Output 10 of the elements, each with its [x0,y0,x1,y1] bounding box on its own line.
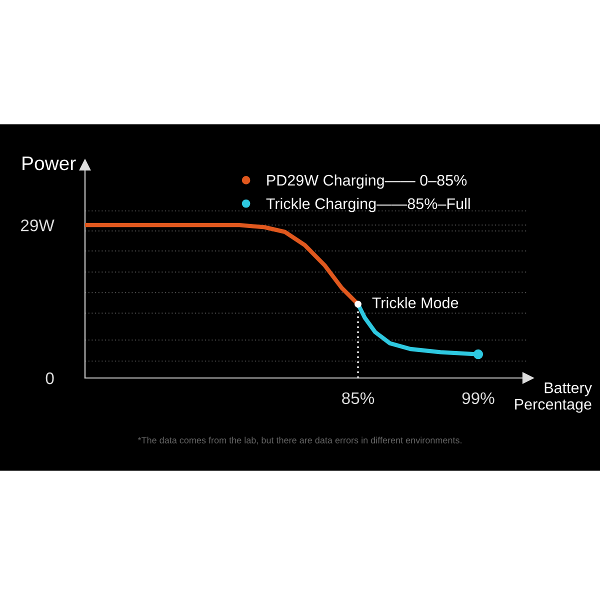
text: *The data comes from the lab, but there are data errors in different environments. [138,436,462,444]
y-axis-title: Power [22,156,76,170]
y-tick-label: 0 [46,372,54,384]
y-tick-label: 29W [21,220,54,232]
legend-label: PD29W Charging—— 0–85% [267,174,467,189]
legend-label: Trickle Charging——85%–Full [266,198,470,212]
x-tick-label: 99% [462,392,494,404]
x-tick-label: 85% [342,392,374,404]
annotation: Trickle Mode [372,297,458,308]
x-axis-title: Battery Percentage [515,382,592,413]
